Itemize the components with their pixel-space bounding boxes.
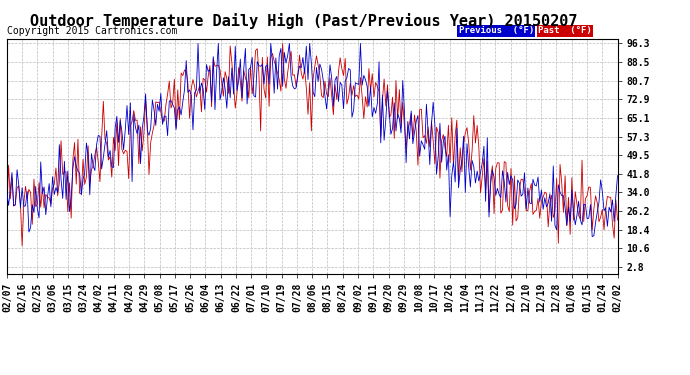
Text: Past  (°F): Past (°F) — [538, 27, 592, 36]
Text: Outdoor Temperature Daily High (Past/Previous Year) 20150207: Outdoor Temperature Daily High (Past/Pre… — [30, 13, 578, 29]
Text: Previous  (°F): Previous (°F) — [459, 27, 534, 36]
Text: Copyright 2015 Cartronics.com: Copyright 2015 Cartronics.com — [7, 27, 177, 36]
